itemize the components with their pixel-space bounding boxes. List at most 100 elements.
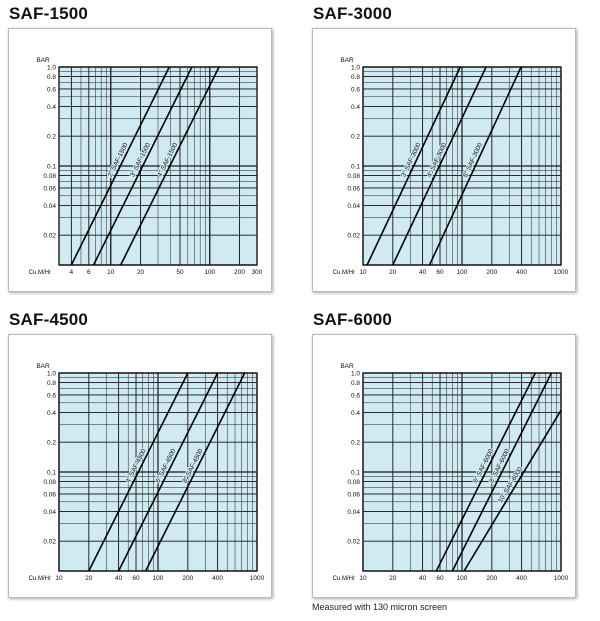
x-tick-label: 60	[132, 575, 140, 582]
series-line	[435, 372, 537, 572]
x-tick-label: 10	[359, 575, 367, 582]
series-line	[366, 66, 461, 266]
y-tick-label: 0.8	[47, 380, 56, 387]
x-tick-label: 400	[212, 575, 223, 582]
y-tick-label: 0.6	[47, 392, 56, 399]
y-tick-label: 0.8	[47, 74, 56, 81]
y-tick-label: 0.2	[47, 134, 56, 141]
y-tick-label: 0.8	[351, 380, 360, 387]
y-tick-label: 0.06	[347, 491, 360, 498]
y-tick-label: 0.02	[347, 233, 360, 240]
y-tick-label: 1.0	[351, 371, 360, 378]
series-line	[392, 66, 487, 266]
y-tick-label: 0.08	[347, 479, 360, 486]
y-tick-label: 0.04	[43, 509, 56, 516]
x-tick-label: 40	[115, 575, 123, 582]
x-axis-label: Cu.M/Hr	[333, 576, 355, 582]
y-tick-label: 0.4	[47, 410, 56, 417]
y-tick-label: 0.06	[43, 185, 56, 192]
series-line	[92, 66, 193, 266]
x-tick-label: 6	[87, 269, 91, 276]
y-tick-label: 0.1	[351, 164, 360, 171]
y-tick-label: 0.4	[47, 104, 56, 111]
y-tick-label: 0.1	[47, 164, 56, 171]
x-tick-label: 1000	[554, 269, 569, 276]
y-tick-label: 0.02	[347, 539, 360, 546]
plot-frame	[58, 372, 258, 572]
x-tick-label: 200	[486, 575, 497, 582]
x-tick-label: 20	[85, 575, 93, 582]
x-tick-label: 100	[457, 575, 468, 582]
x-tick-label: 50	[176, 269, 184, 276]
grid	[58, 372, 258, 572]
y-axis-label: BAR	[36, 363, 50, 370]
x-tick-label: 60	[436, 575, 444, 582]
x-axis-label: Cu.M/Hr	[29, 270, 51, 276]
x-tick-label: 60	[436, 269, 444, 276]
x-tick-label: 40	[419, 269, 427, 276]
y-tick-label: 0.8	[351, 74, 360, 81]
x-tick-label: 100	[204, 269, 215, 276]
chart-saf-6000: 1.0 0.8 0.6 0.4 0.2 0.1 0.08 0.06 0.04 0.02 10 20 40…	[333, 363, 569, 582]
y-tick-label: 0.6	[351, 86, 360, 93]
x-tick-label: 20	[389, 575, 397, 582]
x-tick-label: 100	[457, 269, 468, 276]
plot-frame	[362, 372, 562, 572]
y-tick-label: 0.2	[351, 440, 360, 447]
y-tick-label: 0.02	[43, 539, 56, 546]
x-tick-label: 20	[137, 269, 145, 276]
x-tick-label: 300	[252, 269, 263, 276]
series-line	[463, 409, 562, 572]
footer-note: Measured with 130 micron screen	[312, 602, 448, 612]
plot-frame	[362, 66, 562, 266]
x-tick-label: 1000	[250, 575, 265, 582]
x-tick-label: 1000	[554, 575, 569, 582]
y-tick-label: 0.1	[47, 470, 56, 477]
x-tick-label: 10	[359, 269, 367, 276]
y-tick-label: 0.02	[43, 233, 56, 240]
x-tick-label: 200	[486, 269, 497, 276]
y-tick-label: 0.6	[351, 392, 360, 399]
y-axis-label: BAR	[340, 57, 354, 64]
y-tick-label: 0.2	[47, 440, 56, 447]
x-tick-label: 400	[516, 575, 527, 582]
grid	[58, 66, 258, 266]
chart-title-saf-4500: SAF-4500	[9, 310, 89, 329]
y-tick-label: 0.08	[43, 479, 56, 486]
x-tick-label: 4	[70, 269, 74, 276]
y-tick-label: 1.0	[47, 65, 56, 72]
y-tick-label: 0.06	[347, 185, 360, 192]
series-line	[451, 372, 553, 572]
y-tick-label: 0.08	[43, 173, 56, 180]
chart-title-saf-3000: SAF-3000	[313, 4, 393, 23]
y-tick-label: 0.4	[351, 104, 360, 111]
grid	[362, 372, 562, 572]
chart-saf-4500: 1.0 0.8 0.6 0.4 0.2 0.1 0.08 0.06 0.04 0.02 10 20 40…	[29, 363, 265, 582]
series-line	[119, 66, 220, 266]
series-line	[88, 372, 189, 572]
x-tick-label: 10	[107, 269, 115, 276]
y-tick-label: 0.1	[351, 470, 360, 477]
chart-panel-saf-1500: 1.0 0.8 0.6 0.4 0.2 0.1 0.08 0.06 0.04 0.02 4 6 10 20…	[8, 28, 272, 292]
chart-saf-1500: 1.0 0.8 0.6 0.4 0.2 0.1 0.08 0.06 0.04 0.02 4 6 10 20…	[29, 57, 263, 276]
y-tick-label: 0.06	[43, 491, 56, 498]
x-axis-label: Cu.M/Hr	[29, 576, 51, 582]
y-tick-label: 1.0	[47, 371, 56, 378]
y-tick-label: 1.0	[351, 65, 360, 72]
x-tick-label: 200	[182, 575, 193, 582]
x-tick-label: 200	[234, 269, 245, 276]
y-tick-label: 0.4	[351, 410, 360, 417]
chart-panel-saf-6000: 1.0 0.8 0.6 0.4 0.2 0.1 0.08 0.06 0.04 0.02 10 20 40…	[312, 334, 576, 598]
y-tick-label: 0.2	[351, 134, 360, 141]
chart-title-saf-1500: SAF-1500	[9, 4, 89, 23]
y-tick-label: 0.04	[43, 203, 56, 210]
series-line	[144, 372, 246, 572]
series-line	[428, 66, 522, 266]
chart-saf-3000: 1.0 0.8 0.6 0.4 0.2 0.1 0.08 0.06 0.04 0.02 10 20 40…	[333, 57, 569, 276]
chart-panel-saf-3000: 1.0 0.8 0.6 0.4 0.2 0.1 0.08 0.06 0.04 0.02 10 20 40…	[312, 28, 576, 292]
y-axis-label: BAR	[36, 57, 50, 64]
chart-panel-saf-4500: 1.0 0.8 0.6 0.4 0.2 0.1 0.08 0.06 0.04 0.02 10 20 40…	[8, 334, 272, 598]
x-tick-label: 10	[55, 575, 63, 582]
y-tick-label: 0.08	[347, 173, 360, 180]
x-tick-label: 400	[516, 269, 527, 276]
